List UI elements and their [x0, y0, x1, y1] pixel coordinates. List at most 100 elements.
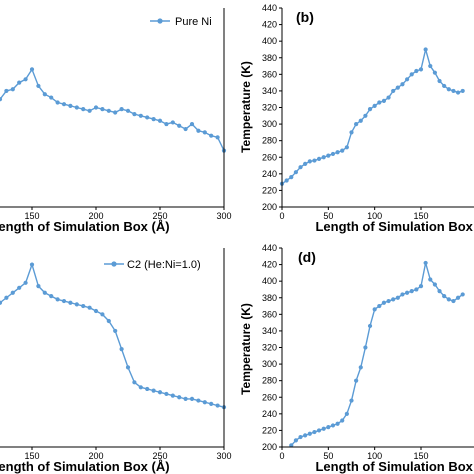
- x-tick-label: 50: [323, 211, 333, 221]
- panel-c-data-point: [196, 398, 201, 403]
- y-tick-label: 440: [262, 243, 277, 253]
- panel-a-data-point: [196, 128, 201, 133]
- x-tick-label: 150: [413, 451, 428, 461]
- panel-b-data-point: [409, 72, 414, 77]
- x-tick-label: 0: [279, 451, 284, 461]
- panel-b-data-point: [349, 130, 354, 135]
- y-tick-label: 260: [262, 392, 277, 402]
- panel-a-data-point: [87, 108, 92, 113]
- panel-d-data-point: [386, 298, 391, 304]
- panel-a-data-point: [61, 102, 67, 107]
- panel-d-data-point: [432, 282, 437, 287]
- panel-d-data-point: [316, 428, 322, 433]
- y-tick-label: 420: [262, 260, 277, 270]
- panel-c-data-point: [4, 295, 9, 300]
- panel-d-data-point: [391, 297, 396, 302]
- panel-b-data-point: [372, 103, 377, 108]
- y-tick-label: 360: [262, 69, 277, 79]
- panel-b-data-point: [423, 47, 428, 52]
- panel-d-data-point: [303, 433, 308, 438]
- panel-b-data-point: [418, 67, 424, 72]
- panel-c-data-point: [29, 262, 35, 267]
- panel-c-data-point: [145, 386, 150, 392]
- panel-a-data-point: [215, 135, 220, 140]
- panel-c-data-point: [113, 328, 118, 334]
- panel-d-x-axis-title: Length of Simulation Box (Å): [315, 459, 474, 474]
- panel-d-data-point: [405, 290, 410, 295]
- y-tick-label: 200: [262, 202, 277, 212]
- panel-c-data-point: [189, 396, 195, 402]
- x-tick-label: 0: [279, 211, 284, 221]
- y-tick-label: 300: [262, 359, 277, 369]
- panel-b-data-point: [386, 95, 391, 100]
- panel-a-data-point: [74, 105, 79, 110]
- panel-a-x-axis-title: Length of Simulation Box (Å): [0, 219, 170, 234]
- y-tick-label: 240: [262, 409, 277, 419]
- panel-b-data-point: [451, 88, 456, 94]
- panel-d-series: [289, 260, 465, 448]
- y-tick-label: 340: [262, 326, 277, 336]
- panel-d: 0 50 100 150 200 220 240 260 280 300 320 340 360 380…: [239, 243, 474, 474]
- y-tick-label: 280: [262, 376, 277, 386]
- panel-a-data-point: [125, 108, 131, 113]
- panel-c-data-point: [17, 285, 22, 290]
- panel-c-data-point: [157, 390, 163, 395]
- y-tick-label: 300: [262, 119, 277, 129]
- panel-b-data-point: [284, 178, 289, 183]
- panel-c-xticks: 100150200250300: [24, 447, 232, 461]
- panel-c-data-point: [164, 391, 169, 397]
- panel-d-data-point: [372, 307, 377, 312]
- x-tick-label: 250: [152, 451, 167, 461]
- panel-b-series: [279, 47, 465, 186]
- panel-a-data-point: [170, 120, 175, 125]
- panel-a-data-point: [100, 107, 105, 112]
- panel-b-data-point: [377, 100, 382, 105]
- panel-a-data-point: [177, 123, 182, 128]
- panel-b-label: (b): [296, 9, 314, 25]
- x-tick-label: 300: [216, 211, 231, 221]
- x-tick-label: 300: [216, 451, 231, 461]
- panel-a-data-point: [202, 130, 207, 135]
- panel-a-data-point: [113, 110, 118, 115]
- panel-c-axes: [0, 248, 225, 448]
- panel-d-data-point: [340, 418, 345, 423]
- panel-b-data-point: [321, 155, 326, 160]
- y-tick-label: 380: [262, 293, 277, 303]
- panel-b-data-point: [312, 158, 317, 163]
- panel-d-data-point: [326, 425, 331, 430]
- panel-d-data-point: [377, 303, 382, 309]
- panel-d-data-point: [330, 423, 336, 428]
- panel-b-yticks: 200 220 240 260 280 300 320 340 360 380 400 420 440: [262, 3, 282, 212]
- panel-c-data-point: [93, 308, 99, 314]
- panel-b-data-point: [340, 148, 345, 153]
- y-tick-label: 400: [262, 276, 277, 286]
- panel-a-data-point: [138, 113, 143, 118]
- panel-b-data-point: [307, 159, 312, 164]
- panel-d-data-point: [423, 260, 428, 266]
- panel-d-data-point: [446, 297, 451, 302]
- panel-d-data-point: [312, 429, 317, 435]
- panel-c-series: [0, 262, 227, 410]
- panel-d-data-point: [381, 300, 387, 305]
- panel-c-data-point: [151, 388, 156, 393]
- panel-d-data-point: [335, 421, 340, 426]
- panel-c-data-point: [170, 393, 175, 398]
- panel-d-data-point: [418, 284, 424, 289]
- panel-a-data-point: [17, 80, 22, 85]
- panel-b-data-point: [400, 82, 405, 87]
- panel-c-legend-text: C2 (He:Ni=1.0): [127, 259, 201, 271]
- panel-b-data-point: [344, 145, 349, 150]
- panel-b-data-point: [326, 153, 331, 158]
- panel-d-series-line: [290, 262, 464, 446]
- panel-a-data-point: [106, 108, 111, 113]
- panel-a-data-point: [119, 107, 124, 112]
- panel-d-data-point: [367, 323, 373, 329]
- panel-b-data-point: [298, 165, 303, 170]
- panel-b-data-point: [330, 151, 336, 157]
- panel-c-data-point: [42, 290, 47, 295]
- x-tick-label: 100: [367, 451, 382, 461]
- panel-c-data-point: [87, 305, 92, 310]
- panel-c-data-point: [81, 303, 86, 309]
- panel-a-legend-text: Pure Ni: [175, 16, 212, 28]
- panel-a-data-point: [0, 97, 3, 102]
